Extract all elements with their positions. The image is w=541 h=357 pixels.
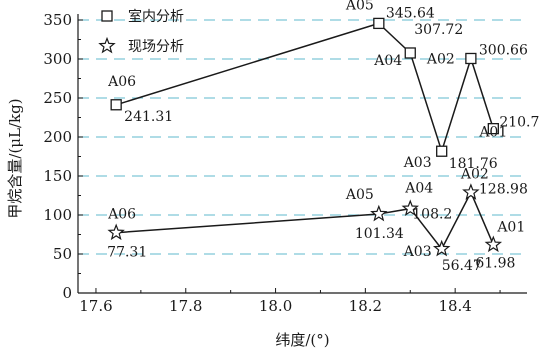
- y-tick-label: 50: [53, 245, 72, 263]
- data-point-square: [404, 47, 416, 59]
- site-label: A03: [403, 244, 432, 260]
- series-line: [115, 22, 495, 154]
- y-tick-label: 0: [62, 284, 72, 302]
- data-label: 241.31: [124, 109, 173, 125]
- data-label: 128.98: [479, 181, 528, 197]
- data-point-star: [432, 239, 451, 257]
- x-tick-label: 18.2: [349, 297, 382, 315]
- data-label: 210.71: [499, 115, 541, 131]
- legend-entry: 室内分析: [128, 8, 184, 25]
- grid-lines: [78, 19, 527, 255]
- data-point-square: [487, 122, 499, 135]
- x-tick-label: 18.0: [259, 297, 292, 315]
- site-label: A04: [404, 181, 433, 197]
- data-point-star: [462, 183, 480, 200]
- data-label: 181.76: [449, 156, 498, 172]
- x-tick-label: 17.8: [169, 297, 202, 315]
- data-label: 108.2: [412, 207, 452, 223]
- data-point-square: [373, 17, 385, 30]
- x-tick-label: 18.4: [438, 297, 471, 315]
- data-label: 101.34: [355, 226, 404, 242]
- data-label: 307.72: [414, 22, 463, 38]
- site-label: A04: [373, 53, 402, 69]
- site-label: A01: [478, 125, 507, 141]
- y-axis-title: 甲烷含量/(μL/kg): [6, 98, 24, 218]
- tick-marks: 0 50 100 150 200 250 300 350 17.6 17.8 18.0 18.2 18.…: [43, 11, 501, 315]
- site-label: A05: [345, 187, 374, 203]
- data-point-square: [110, 99, 122, 111]
- data-point-star: [107, 223, 125, 241]
- y-tick-label: 100: [43, 206, 72, 224]
- data-point-star: [484, 235, 503, 253]
- y-tick-label: 250: [43, 89, 72, 107]
- site-label: A03: [403, 155, 432, 171]
- series-line: [116, 190, 494, 251]
- data-point-star: [370, 204, 388, 222]
- site-label: A02: [460, 166, 489, 182]
- series: [107, 17, 503, 257]
- data-point-star: [401, 199, 419, 217]
- site-label: A02: [426, 51, 455, 67]
- site-label: A06: [107, 207, 136, 223]
- data-label: 56.47: [442, 258, 482, 274]
- site-label: A06: [107, 74, 136, 90]
- y-tick-label: 350: [43, 11, 72, 29]
- legend-entry: 现场分析: [128, 39, 184, 55]
- site-label: A01: [496, 220, 525, 236]
- site-label: A05: [345, 0, 374, 13]
- data-label: 61.98: [475, 256, 515, 272]
- legend-marker-star: [98, 36, 116, 54]
- axes: [77, 14, 527, 294]
- y-tick-label: 200: [43, 128, 72, 146]
- data-label: 77.31: [107, 245, 147, 261]
- x-tick-label: 17.6: [79, 297, 112, 315]
- data-label: 345.64: [386, 5, 435, 21]
- x-axis-title: 纬度/(°): [275, 331, 329, 349]
- data-label: 300.66: [479, 42, 528, 58]
- y-tick-label: 150: [43, 167, 72, 185]
- legend-marker-square: [101, 10, 113, 22]
- y-tick-label: 300: [43, 50, 72, 68]
- data-point-square: [465, 52, 477, 65]
- data-point-square: [436, 145, 448, 157]
